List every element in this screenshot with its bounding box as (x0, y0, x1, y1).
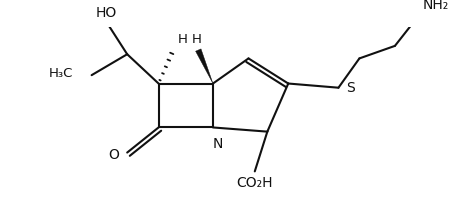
Text: O: O (108, 148, 119, 162)
Polygon shape (196, 49, 213, 84)
Text: CO₂H: CO₂H (237, 176, 273, 190)
Text: H: H (191, 33, 201, 46)
Text: HO: HO (96, 6, 117, 20)
Text: NH₂: NH₂ (423, 0, 449, 12)
Text: S: S (346, 81, 355, 95)
Text: H: H (178, 33, 188, 46)
Text: H₃C: H₃C (48, 67, 73, 79)
Text: N: N (213, 137, 223, 151)
